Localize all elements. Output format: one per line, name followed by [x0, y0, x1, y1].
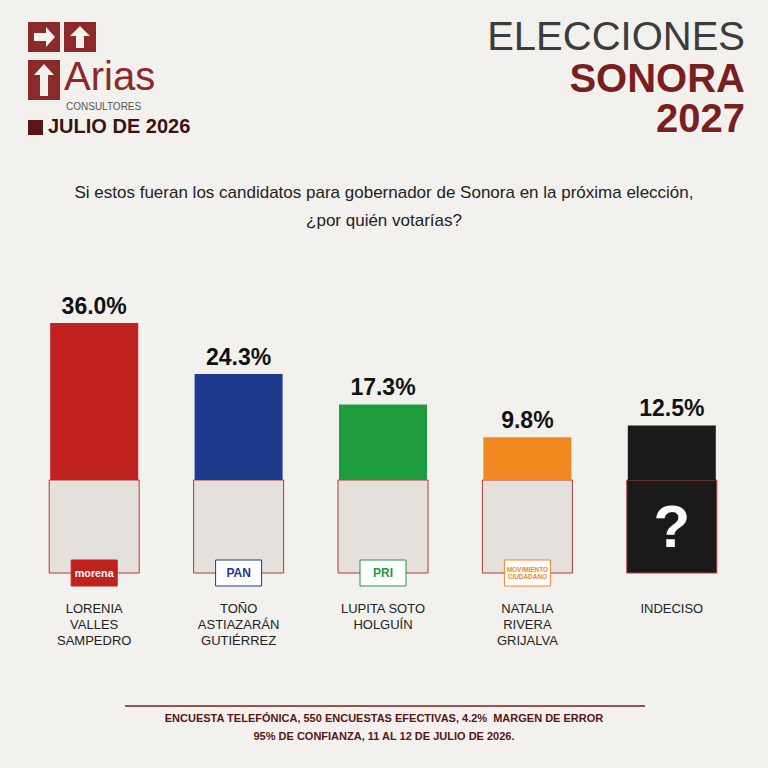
- svg-text:RIVERA: RIVERA: [503, 617, 552, 632]
- svg-text:36.0%: 36.0%: [62, 293, 127, 319]
- svg-text:SAMPEDRO: SAMPEDRO: [57, 633, 131, 648]
- svg-text:MOVIMIENTO: MOVIMIENTO: [507, 566, 548, 573]
- svg-text:ASTIAZARÁN: ASTIAZARÁN: [198, 617, 280, 632]
- svg-text:CONSULTORES: CONSULTORES: [66, 101, 142, 112]
- svg-text:morena: morena: [75, 567, 115, 579]
- svg-text:¿por quién votarías?: ¿por quién votarías?: [306, 211, 462, 230]
- svg-text:GRIJALVA: GRIJALVA: [497, 633, 558, 648]
- svg-text:JULIO DE 2026: JULIO DE 2026: [48, 115, 190, 137]
- svg-text:CIUDADANO: CIUDADANO: [508, 573, 547, 580]
- svg-text:2027: 2027: [656, 96, 745, 140]
- svg-text:SONORA: SONORA: [569, 56, 745, 100]
- svg-text:12.5%: 12.5%: [639, 395, 704, 421]
- svg-text:95% DE CONFIANZA, 11 AL 12 DE: 95% DE CONFIANZA, 11 AL 12 DE JULIO DE 2…: [253, 730, 514, 742]
- svg-text:24.3%: 24.3%: [206, 344, 271, 370]
- svg-text:Arias: Arias: [64, 54, 155, 98]
- svg-text:17.3%: 17.3%: [350, 374, 415, 400]
- svg-text:LUPITA SOTO: LUPITA SOTO: [341, 601, 425, 616]
- svg-text:ELECCIONES: ELECCIONES: [487, 14, 745, 58]
- svg-text:PAN: PAN: [226, 566, 250, 580]
- svg-text:LORENIA: LORENIA: [66, 601, 123, 616]
- svg-text:HOLGUÍN: HOLGUÍN: [353, 617, 412, 632]
- svg-text:PRI: PRI: [373, 566, 393, 580]
- svg-text:Si estos fueran los candidatos: Si estos fueran los candidatos para gobe…: [75, 183, 694, 202]
- svg-text:INDECISO: INDECISO: [640, 601, 703, 616]
- svg-text:TOÑO: TOÑO: [220, 601, 257, 616]
- svg-text:NATALIA: NATALIA: [501, 601, 554, 616]
- svg-text:ENCUESTA TELEFÓNICA, 550 ENCUE: ENCUESTA TELEFÓNICA, 550 ENCUESTAS EFECT…: [165, 712, 603, 724]
- svg-text:VALLES: VALLES: [70, 617, 119, 632]
- svg-text:9.8%: 9.8%: [501, 407, 553, 433]
- svg-text:?: ?: [653, 493, 690, 560]
- svg-text:GUTIÉRREZ: GUTIÉRREZ: [201, 633, 276, 648]
